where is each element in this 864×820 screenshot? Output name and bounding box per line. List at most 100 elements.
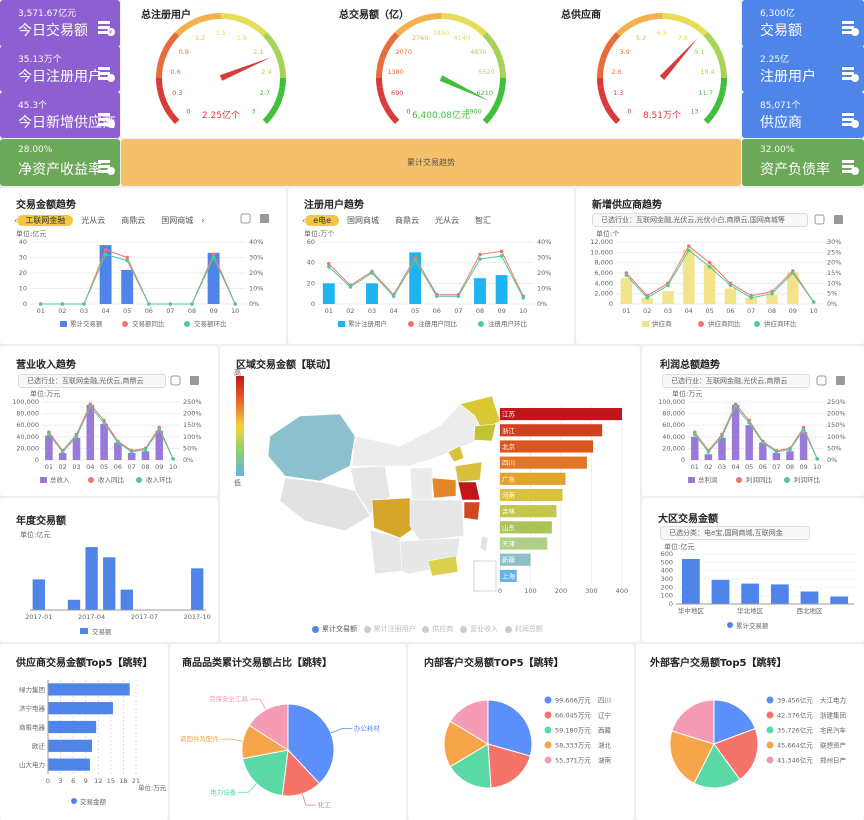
kpi-today-trade[interactable]: 3,571.67亿元 今日交易额 ¥ bbox=[0, 0, 120, 47]
china-map[interactable] bbox=[260, 396, 500, 606]
filter-box[interactable]: 已选行业：互联网金融,光伏云,商鼎云 bbox=[662, 374, 810, 388]
gauge-arc-seg bbox=[497, 87, 506, 99]
card-title[interactable]: 外部客户交易额Top5【跳转】 bbox=[650, 658, 787, 669]
bar-category-label: 北京 bbox=[502, 442, 516, 451]
gauge-tick-label: 2760 bbox=[412, 34, 429, 42]
y-tick-label: 10,000 bbox=[590, 248, 613, 256]
tab-guowang[interactable]: 国网商城 bbox=[347, 215, 380, 225]
legend-item[interactable]: 营业收入 bbox=[460, 625, 498, 633]
toolbar-icons[interactable] bbox=[814, 214, 848, 226]
kpi-total-suppliers[interactable]: 85,071个 供应商 bbox=[742, 92, 864, 138]
toolbar-icons[interactable] bbox=[170, 375, 204, 387]
trend-banner[interactable]: 累计交易趋势 bbox=[121, 139, 741, 186]
gauge-arc-seg bbox=[600, 48, 610, 60]
series-point bbox=[645, 296, 649, 300]
gauge-arc-seg bbox=[388, 32, 400, 44]
bar bbox=[500, 537, 548, 550]
kpi-today-suppliers[interactable]: 45.3个 今日新增供应商 bbox=[0, 92, 120, 138]
x-tick-label: 华中地区 bbox=[678, 606, 705, 615]
bar bbox=[800, 591, 819, 604]
series-point bbox=[761, 440, 765, 445]
prev-arrow-icon[interactable]: ‹ bbox=[302, 215, 306, 225]
kpi-total-trade[interactable]: 6,300亿 交易额 bbox=[742, 0, 864, 47]
x-tick-label: 15 bbox=[107, 777, 115, 785]
gauge-title-trade: 总交易额（亿） bbox=[339, 10, 409, 21]
tab-shangding[interactable]: 商鼎云 bbox=[395, 215, 420, 225]
filter-box[interactable]: 已选行业：互联网金融,光伏云,光伏小白,商鼎云,国网商城等 bbox=[592, 213, 808, 227]
toolbar-icons[interactable] bbox=[816, 375, 850, 387]
kpi-today-users[interactable]: 35.13万个 今日注册用户 bbox=[0, 46, 120, 92]
gauge-arc-seg bbox=[688, 20, 701, 31]
y-tick-label: 40 bbox=[19, 238, 27, 246]
kpi-debt-ratio[interactable]: 32.00% 资产负债率 bbox=[742, 139, 864, 186]
tab-guangfu[interactable]: 光从云 bbox=[81, 215, 106, 225]
series-point bbox=[706, 450, 711, 454]
tab-shangding[interactable]: 商鼎云 bbox=[121, 215, 146, 225]
map-central bbox=[409, 499, 465, 542]
gauge-arc-seg bbox=[420, 13, 432, 22]
legend-item[interactable]: 利润总额 bbox=[504, 625, 543, 633]
legend-swatch bbox=[766, 741, 774, 749]
kpi-label: 今日交易额 bbox=[18, 23, 88, 39]
tab-guangfu[interactable]: 光从云 bbox=[435, 215, 460, 225]
series-point bbox=[413, 258, 417, 263]
stack-icon bbox=[842, 21, 859, 36]
filter-box[interactable]: 已选分类：电e宝,国网商城,互联网金 bbox=[660, 526, 810, 540]
pie-leader bbox=[250, 698, 267, 710]
bar bbox=[787, 271, 799, 304]
y2-tick-label: 0% bbox=[537, 300, 547, 308]
series-point bbox=[815, 457, 819, 461]
gauge-arc-seg bbox=[247, 20, 260, 31]
tab-zhihui[interactable]: 智汇 bbox=[475, 215, 492, 225]
y2-tick-label: 40% bbox=[537, 238, 551, 246]
legend-swatch bbox=[754, 321, 760, 327]
tab-eelectric[interactable]: e电e bbox=[305, 214, 340, 226]
y-tick-label: 4,000 bbox=[594, 279, 613, 287]
color-scale[interactable] bbox=[236, 376, 244, 476]
gauge-arc-seg bbox=[411, 16, 423, 26]
gauge-arc-seg bbox=[440, 13, 452, 20]
legend-name: 联想资产 bbox=[820, 741, 847, 750]
x-tick-label: 04 bbox=[101, 307, 109, 315]
bar-category-label: 山东 bbox=[502, 523, 516, 532]
legend-item[interactable]: 累计注册用户 bbox=[363, 625, 416, 633]
card-title[interactable]: 商品品类累计交易额占比【跳转】 bbox=[182, 658, 332, 669]
kpi-total-users[interactable]: 2.25亿 注册用户 bbox=[742, 46, 864, 92]
y-tick-label: 40,000 bbox=[662, 433, 685, 441]
pie-slice bbox=[443, 720, 489, 768]
legend-item[interactable]: 累计交易额 bbox=[312, 625, 357, 633]
pie-label: 化工 bbox=[318, 800, 332, 809]
map-henan bbox=[431, 477, 457, 499]
x-tick-label: 04 bbox=[86, 463, 94, 471]
card-title[interactable]: 供应商交易金额Top5【跳转】 bbox=[16, 658, 153, 669]
trade-trend-chart: 0 10 20 30 40 0% 10% 20% 30% 40% 01 02 03 04 05 06 07 08 0… bbox=[19, 238, 264, 328]
inner-top5-card: 内部客户交易额TOP5【跳转】 99,606万元 四川 66,045万元 辽宁 59,1… bbox=[408, 644, 634, 820]
tab-guowang[interactable]: 国网商城 bbox=[161, 215, 194, 225]
user-trend-card: 注册用户趋势 ‹ e电e 国网商城 商鼎云 光从云 智汇 单位:万个 0 20 40… bbox=[288, 188, 574, 344]
gauge-arc-seg bbox=[661, 13, 673, 20]
prev-arrow-icon[interactable]: ‹ bbox=[14, 215, 18, 225]
card-title[interactable]: 内部客户交易额TOP5【跳转】 bbox=[424, 658, 564, 669]
x-tick-label: 08 bbox=[188, 307, 196, 315]
legend-swatch bbox=[544, 696, 552, 704]
x-tick-label: 06 bbox=[114, 463, 122, 471]
gauge-arc-seg bbox=[376, 67, 383, 79]
bar bbox=[500, 553, 531, 566]
gauge-tick-label: 5.2 bbox=[636, 34, 646, 42]
legend-name: 湖南 bbox=[598, 756, 612, 765]
filter-box[interactable]: 已选行业：互联网金融,光伏云,商鼎云 bbox=[18, 374, 166, 388]
kpi-roe[interactable]: 28.00% 净资产收益率 bbox=[0, 139, 120, 186]
profit-trend-card: 利润总额趋势 已选行业：互联网金融,光伏云,商鼎云 单位:万元 0 20,000 4… bbox=[642, 346, 864, 496]
bar bbox=[99, 245, 112, 304]
x-tick-label: 02 bbox=[59, 463, 67, 471]
pie-slice bbox=[713, 699, 756, 745]
tab-internet-finance[interactable]: 工联网金融 bbox=[17, 214, 74, 226]
bar bbox=[86, 404, 95, 460]
next-arrow-icon[interactable]: › bbox=[201, 215, 205, 225]
gauge-arc-seg bbox=[156, 87, 165, 99]
x-tick-label: 100 bbox=[524, 587, 536, 595]
legend-item[interactable]: 供应商 bbox=[422, 625, 453, 633]
toolbar-icons[interactable] bbox=[240, 213, 274, 225]
y2-tick-label: 0% bbox=[249, 300, 259, 308]
legend-swatch bbox=[88, 477, 94, 483]
